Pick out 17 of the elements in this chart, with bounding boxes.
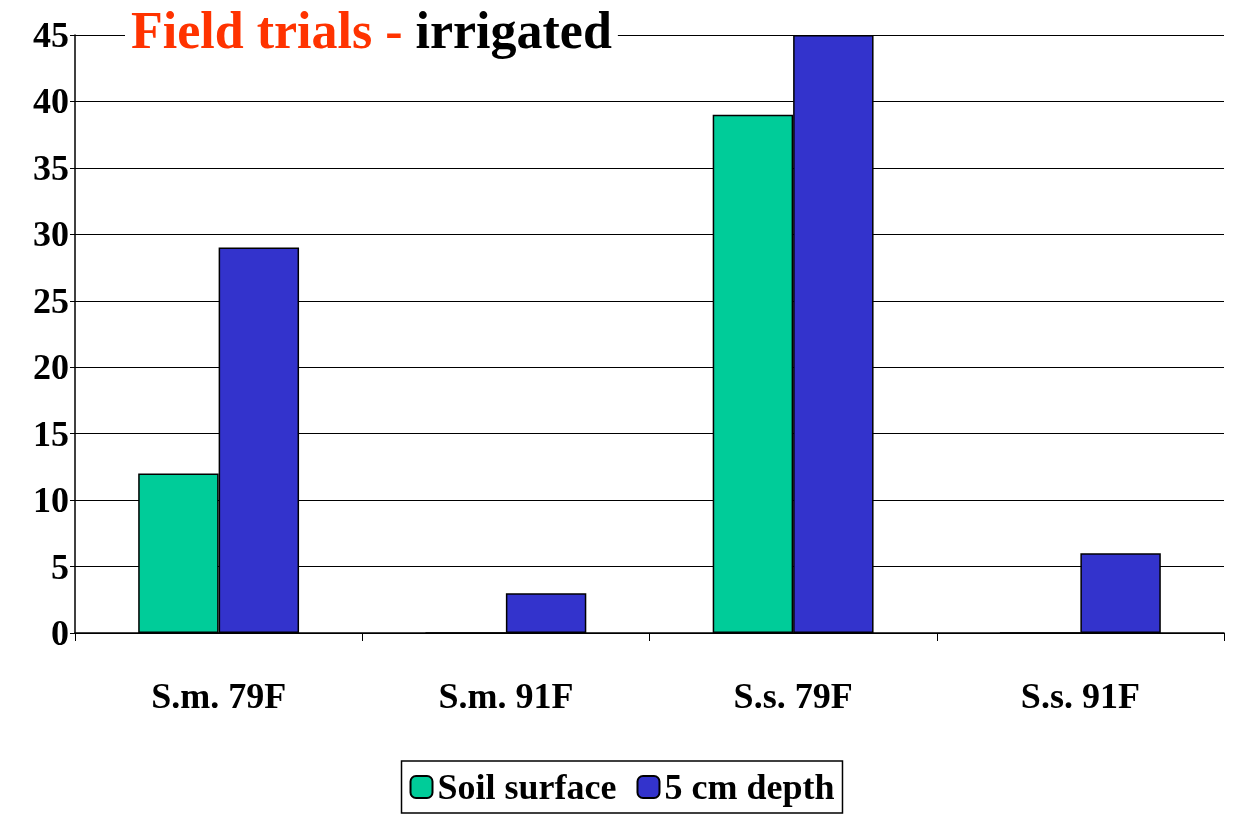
- chart-title: Field trials - irrigated: [131, 1, 612, 59]
- y-tick-label: 10: [33, 480, 69, 521]
- y-tick-label: 35: [33, 147, 69, 188]
- legend-label: Soil surface: [437, 767, 617, 807]
- y-tick-label: 20: [33, 347, 69, 388]
- legend-label: 5 cm depth: [664, 767, 835, 807]
- y-tick-label: 45: [33, 15, 69, 55]
- x-tick-label: S.s. 91F: [1020, 676, 1140, 716]
- y-tick-label: 25: [33, 280, 69, 321]
- x-tick-label: S.m. 79F: [151, 676, 287, 716]
- y-tick-label: 5: [51, 546, 69, 587]
- x-tick-label: S.s. 79F: [733, 676, 853, 716]
- y-tick-label: 40: [33, 81, 69, 122]
- y-tick-label: 15: [33, 413, 69, 454]
- x-tick-label: S.m. 91F: [438, 676, 574, 716]
- y-tick-label: 30: [33, 214, 69, 255]
- y-tick-label: 0: [51, 613, 69, 653]
